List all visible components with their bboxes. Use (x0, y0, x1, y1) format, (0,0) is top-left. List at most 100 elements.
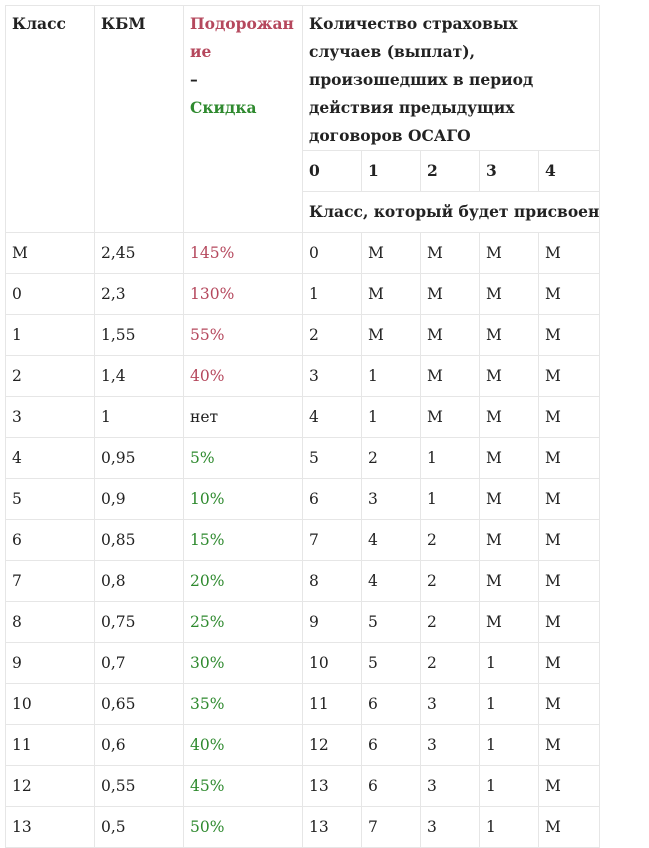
cell-class: 5 (5, 478, 95, 520)
cell-percent: 20% (183, 560, 303, 602)
cell-claims-1: 6 (361, 724, 421, 766)
cell-claims-3: М (479, 437, 539, 479)
cell-kbm: 1,55 (94, 314, 184, 356)
cell-claims-1: 7 (361, 806, 421, 848)
cell-class: 10 (5, 683, 95, 725)
cell-claims-1: 1 (361, 396, 421, 438)
cell-kbm: 1 (94, 396, 184, 438)
cell-percent: 40% (183, 724, 303, 766)
cell-kbm: 0,8 (94, 560, 184, 602)
cell-claims-2: 2 (420, 519, 480, 561)
cell-class: 1 (5, 314, 95, 356)
cell-percent: 40% (183, 355, 303, 397)
cell-claims-3: М (479, 355, 539, 397)
header-claims-1: 1 (361, 150, 421, 192)
cell-class: 3 (5, 396, 95, 438)
kbm-table: Класс КБМ Подорожание – Скидка Количеств… (5, 5, 601, 848)
header-dash: – (190, 70, 198, 89)
cell-claims-1: М (361, 273, 421, 315)
header-assigned-class: Класс, который будет присвоен (301, 191, 601, 233)
cell-claims-0: 2 (302, 314, 362, 356)
cell-claims-2: 2 (420, 601, 480, 643)
cell-claims-3: М (479, 314, 539, 356)
cell-percent: 45% (183, 765, 303, 807)
header-claims-2: 2 (420, 150, 480, 192)
table-row: 2 1,4 40% 3 1 М М М (5, 355, 601, 397)
table-row: 7 0,8 20% 8 4 2 М М (5, 560, 601, 602)
cell-claims-1: 4 (361, 560, 421, 602)
cell-claims-2: М (420, 314, 480, 356)
cell-class: 7 (5, 560, 95, 602)
header-claims-count: Количество страховых случаев (выплат), п… (301, 5, 601, 151)
cell-claims-1: М (361, 232, 421, 274)
table-row: 5 0,9 10% 6 3 1 М М (5, 478, 601, 520)
cell-claims-1: 4 (361, 519, 421, 561)
table-row: 10 0,65 35% 11 6 3 1 М (5, 683, 601, 725)
cell-claims-0: 7 (302, 519, 362, 561)
cell-kbm: 0,6 (94, 724, 184, 766)
cell-claims-1: 5 (361, 642, 421, 684)
cell-claims-3: М (479, 601, 539, 643)
cell-claims-0: 13 (302, 765, 362, 807)
cell-claims-4: М (537, 806, 601, 848)
header-increase: Подорожание (190, 14, 294, 61)
table-row: 6 0,85 15% 7 4 2 М М (5, 519, 601, 561)
header-class: Класс (5, 5, 95, 233)
cell-class: 12 (5, 765, 95, 807)
cell-kbm: 0,7 (94, 642, 184, 684)
cell-claims-2: М (420, 273, 480, 315)
table-row: 13 0,5 50% 13 7 3 1 М (5, 806, 601, 848)
cell-kbm: 0,95 (94, 437, 184, 479)
cell-claims-2: 2 (420, 560, 480, 602)
table-row: 3 1 нет 4 1 М М М (5, 396, 601, 438)
cell-claims-3: 1 (479, 724, 539, 766)
cell-kbm: 0,65 (94, 683, 184, 725)
cell-claims-0: 13 (302, 806, 362, 848)
table-row: 11 0,6 40% 12 6 3 1 М (5, 724, 601, 766)
cell-percent: 15% (183, 519, 303, 561)
cell-claims-4: М (537, 642, 601, 684)
cell-claims-2: 3 (420, 806, 480, 848)
cell-claims-0: 9 (302, 601, 362, 643)
cell-claims-4: М (537, 601, 601, 643)
cell-claims-2: 1 (420, 437, 480, 479)
cell-kbm: 2,3 (94, 273, 184, 315)
table-row: 0 2,3 130% 1 М М М М (5, 273, 601, 315)
cell-claims-4: М (537, 314, 601, 356)
cell-percent: 35% (183, 683, 303, 725)
cell-claims-2: 1 (420, 478, 480, 520)
cell-kbm: 0,55 (94, 765, 184, 807)
cell-claims-3: М (479, 478, 539, 520)
cell-claims-4: М (537, 396, 601, 438)
cell-class: 2 (5, 355, 95, 397)
cell-claims-1: М (361, 314, 421, 356)
table-row: 4 0,95 5% 5 2 1 М М (5, 437, 601, 479)
cell-percent: 145% (183, 232, 303, 274)
cell-claims-1: 5 (361, 601, 421, 643)
cell-claims-3: 1 (479, 642, 539, 684)
cell-percent: 25% (183, 601, 303, 643)
cell-class: 0 (5, 273, 95, 315)
cell-claims-0: 6 (302, 478, 362, 520)
cell-kbm: 2,45 (94, 232, 184, 274)
cell-class: 9 (5, 642, 95, 684)
table-row: М 2,45 145% 0 М М М М (5, 232, 601, 274)
table-row: 9 0,7 30% 10 5 2 1 М (5, 642, 601, 684)
cell-claims-1: 2 (361, 437, 421, 479)
cell-claims-3: М (479, 273, 539, 315)
cell-claims-0: 11 (302, 683, 362, 725)
cell-claims-4: М (537, 273, 601, 315)
cell-claims-4: М (537, 478, 601, 520)
cell-claims-1: 3 (361, 478, 421, 520)
cell-claims-4: М (537, 683, 601, 725)
cell-claims-3: М (479, 396, 539, 438)
cell-claims-2: М (420, 232, 480, 274)
cell-percent: 30% (183, 642, 303, 684)
header-claims-3: 3 (479, 150, 539, 192)
cell-claims-3: 1 (479, 683, 539, 725)
cell-claims-0: 3 (302, 355, 362, 397)
cell-kbm: 0,85 (94, 519, 184, 561)
cell-claims-0: 8 (302, 560, 362, 602)
cell-claims-4: М (537, 560, 601, 602)
cell-claims-4: М (537, 765, 601, 807)
